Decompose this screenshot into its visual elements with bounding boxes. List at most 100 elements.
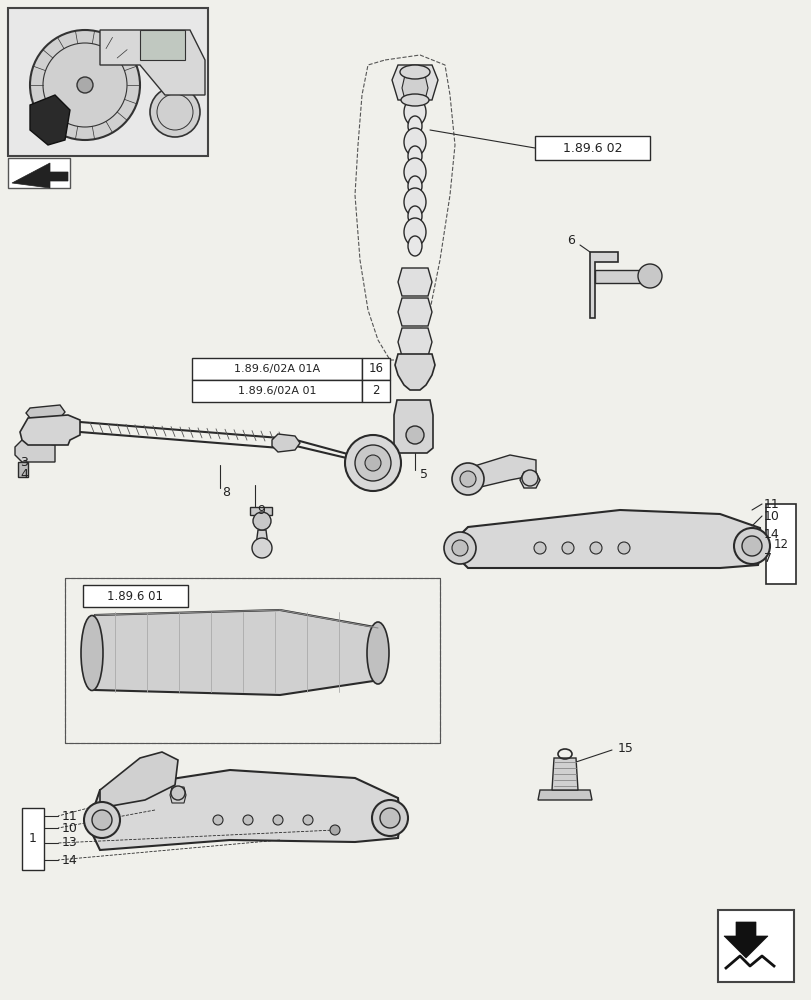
- Circle shape: [30, 30, 139, 140]
- Circle shape: [354, 445, 391, 481]
- Circle shape: [561, 542, 573, 554]
- Circle shape: [150, 87, 200, 137]
- Circle shape: [84, 802, 120, 838]
- Text: 10: 10: [62, 822, 78, 834]
- Polygon shape: [250, 507, 272, 515]
- Polygon shape: [88, 770, 400, 850]
- Circle shape: [345, 435, 401, 491]
- Bar: [191, 380, 362, 402]
- Circle shape: [380, 808, 400, 828]
- Bar: [191, 358, 362, 380]
- Ellipse shape: [81, 615, 103, 690]
- Text: 1: 1: [29, 832, 36, 846]
- Circle shape: [365, 455, 380, 471]
- Circle shape: [371, 800, 407, 836]
- Circle shape: [534, 542, 545, 554]
- Polygon shape: [467, 455, 535, 490]
- Circle shape: [242, 815, 253, 825]
- Text: 8: 8: [221, 486, 230, 498]
- Text: 7: 7: [763, 552, 771, 564]
- Polygon shape: [397, 268, 431, 296]
- Bar: [65, 578, 440, 743]
- Text: 14: 14: [62, 854, 78, 866]
- Polygon shape: [100, 752, 178, 808]
- Polygon shape: [392, 65, 437, 100]
- Bar: [362, 358, 389, 380]
- Ellipse shape: [404, 188, 426, 216]
- Text: 11: 11: [62, 810, 78, 822]
- Circle shape: [272, 815, 283, 825]
- Polygon shape: [393, 400, 432, 453]
- Circle shape: [590, 542, 601, 554]
- Ellipse shape: [407, 146, 422, 166]
- Circle shape: [741, 536, 761, 556]
- Polygon shape: [723, 922, 767, 958]
- Circle shape: [617, 542, 629, 554]
- Polygon shape: [397, 328, 431, 356]
- Polygon shape: [100, 30, 204, 95]
- Bar: [8, 158, 70, 188]
- Ellipse shape: [400, 65, 430, 79]
- Bar: [717, 910, 793, 982]
- Circle shape: [521, 470, 538, 486]
- Bar: [22, 808, 44, 870]
- Ellipse shape: [404, 158, 426, 186]
- Circle shape: [733, 528, 769, 564]
- Ellipse shape: [407, 176, 422, 196]
- Polygon shape: [397, 298, 431, 326]
- Circle shape: [444, 532, 475, 564]
- Ellipse shape: [367, 622, 388, 684]
- Polygon shape: [85, 610, 384, 695]
- Polygon shape: [255, 530, 268, 545]
- Bar: [8, 8, 208, 156]
- Circle shape: [460, 471, 475, 487]
- Circle shape: [171, 786, 185, 800]
- Polygon shape: [12, 163, 68, 188]
- Polygon shape: [30, 95, 70, 145]
- Text: 14: 14: [763, 528, 779, 540]
- Ellipse shape: [407, 116, 422, 136]
- Ellipse shape: [407, 236, 422, 256]
- Polygon shape: [538, 790, 591, 800]
- Circle shape: [303, 815, 312, 825]
- Text: 16: 16: [368, 362, 383, 375]
- Bar: [534, 136, 649, 160]
- Polygon shape: [272, 434, 299, 452]
- Polygon shape: [20, 415, 80, 445]
- Ellipse shape: [404, 128, 426, 156]
- Text: 1.89.6 02: 1.89.6 02: [562, 141, 621, 154]
- Polygon shape: [590, 252, 617, 318]
- Text: 15: 15: [617, 742, 633, 754]
- Text: 1.89.6/02A 01A: 1.89.6/02A 01A: [234, 364, 320, 374]
- Ellipse shape: [404, 218, 426, 246]
- Polygon shape: [169, 787, 186, 803]
- Circle shape: [212, 815, 223, 825]
- Polygon shape: [594, 270, 649, 283]
- Ellipse shape: [407, 206, 422, 226]
- Circle shape: [637, 264, 661, 288]
- Polygon shape: [18, 462, 28, 477]
- Bar: [765, 504, 795, 584]
- Text: 12: 12: [773, 538, 787, 550]
- Polygon shape: [551, 758, 577, 790]
- Bar: [65, 578, 440, 743]
- Polygon shape: [394, 354, 435, 390]
- Polygon shape: [519, 472, 539, 488]
- Circle shape: [251, 538, 272, 558]
- Text: 1.89.6 01: 1.89.6 01: [107, 589, 163, 602]
- Ellipse shape: [401, 94, 428, 106]
- Polygon shape: [139, 30, 185, 60]
- Circle shape: [452, 540, 467, 556]
- Bar: [362, 380, 389, 402]
- Circle shape: [452, 463, 483, 495]
- Text: 9: 9: [257, 504, 264, 518]
- Bar: [83, 585, 188, 607]
- Polygon shape: [401, 75, 427, 100]
- Text: 11: 11: [763, 497, 779, 510]
- Text: 1.89.6/02A 01: 1.89.6/02A 01: [238, 386, 315, 396]
- Polygon shape: [454, 510, 761, 568]
- Text: 4: 4: [20, 468, 28, 481]
- Text: 10: 10: [763, 510, 779, 522]
- Text: 13: 13: [62, 836, 78, 850]
- Text: 2: 2: [371, 384, 380, 397]
